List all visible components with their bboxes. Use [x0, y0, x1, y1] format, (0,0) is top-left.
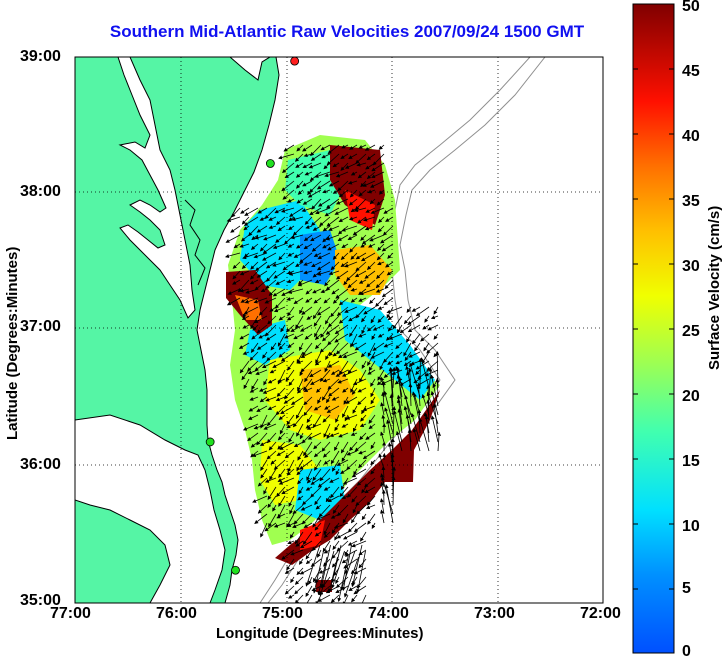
station-marker	[232, 566, 240, 574]
station-marker	[266, 159, 274, 167]
station-marker	[291, 57, 299, 65]
station-marker	[206, 438, 214, 446]
colorbar	[633, 4, 674, 653]
